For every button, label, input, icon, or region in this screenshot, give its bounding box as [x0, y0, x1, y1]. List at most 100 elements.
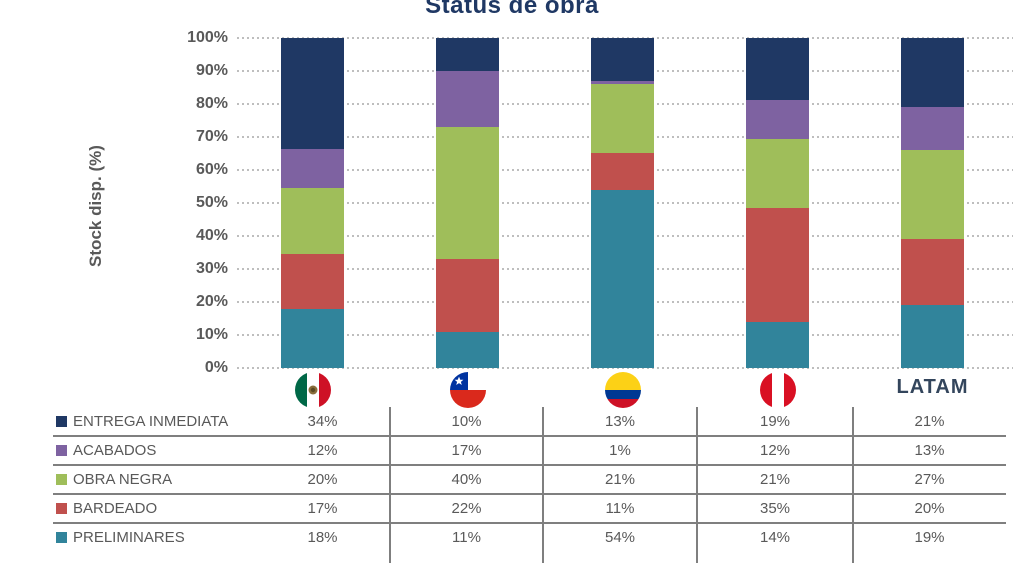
bar-segment — [746, 139, 809, 208]
stacked-bar — [901, 38, 964, 368]
bar-segment — [901, 239, 964, 306]
bar-segment — [281, 149, 344, 189]
value-cell: 34% — [307, 413, 338, 430]
y-tick-label: 50% — [195, 194, 228, 211]
value-cell: 35% — [759, 500, 791, 517]
value-cell: 21% — [914, 413, 945, 430]
value-cell: 1% — [609, 442, 631, 459]
value-cell: 12% — [307, 442, 338, 459]
value-cell: 14% — [759, 529, 791, 546]
chile-flag-icon — [449, 372, 486, 408]
legend-label-cell: PRELIMINARES — [53, 529, 255, 546]
value-cell: 11% — [452, 529, 481, 546]
mexico-flag-icon — [294, 372, 331, 408]
legend-swatch-icon — [56, 416, 67, 427]
x-axis-label-latam: LATAM — [896, 376, 969, 398]
y-tick-label: 80% — [195, 95, 228, 112]
value-cell: 20% — [307, 471, 338, 488]
table-column-divider — [542, 407, 544, 563]
y-tick-label: 40% — [195, 227, 228, 244]
value-cell: 22% — [451, 500, 482, 517]
y-axis-ticks: 100% 90% 80% 70% 60% 50% 40% 30% 20% 10% 0% — [148, 0, 228, 578]
y-tick-label: 30% — [195, 260, 228, 277]
chart-title: Status de obra — [425, 0, 599, 19]
bar-segment — [436, 38, 499, 71]
value-cell: 17% — [307, 500, 338, 517]
stacked-bar — [436, 38, 499, 368]
legend-swatch-icon — [56, 445, 67, 456]
value-cell: 54% — [604, 529, 636, 546]
series-name: ENTREGA INMEDIATA — [73, 413, 229, 430]
table-row-divider — [53, 522, 1006, 524]
legend-swatch-icon — [56, 503, 67, 514]
bar-segment — [436, 71, 499, 128]
series-name: BARDEADO — [73, 500, 158, 517]
legend-swatch-icon — [56, 474, 67, 485]
bar-segment — [746, 207, 809, 323]
value-cell: 13% — [604, 413, 636, 430]
y-tick-label: 70% — [195, 128, 228, 145]
colombia-flag-icon — [604, 372, 641, 408]
table-row-divider — [53, 435, 1006, 437]
bar-segment — [281, 188, 344, 254]
y-tick-label: 10% — [195, 326, 228, 343]
data-table: ENTREGA INMEDIATA 34% 10% 13% 19% 21% ACABADOS… — [53, 407, 1006, 563]
bar-segment — [746, 322, 809, 368]
bar-segment — [901, 38, 964, 108]
y-tick-label: 90% — [195, 62, 228, 79]
legend-label-cell: ACABADOS — [53, 442, 255, 459]
value-cell: 21% — [759, 471, 791, 488]
value-cell: 11% — [605, 500, 635, 517]
bar-segment — [591, 80, 654, 85]
value-cell: 20% — [914, 500, 945, 517]
table-row: PRELIMINARES 18% 11% 54% 14% 19% — [53, 523, 1006, 552]
bar-segment — [436, 127, 499, 260]
stacked-bar — [591, 38, 654, 368]
bar-segment — [746, 100, 809, 140]
value-cell: 18% — [307, 529, 338, 546]
legend-label-cell: OBRA NEGRA — [53, 471, 255, 488]
table-column-divider — [389, 407, 391, 563]
table-column-divider — [852, 407, 854, 563]
legend-label-cell: BARDEADO — [53, 500, 255, 517]
value-cell: 40% — [451, 471, 482, 488]
y-tick-label: 20% — [195, 293, 228, 310]
value-cell: 21% — [604, 471, 636, 488]
y-axis-title: Stock disp. (%) — [86, 145, 105, 267]
series-name: OBRA NEGRA — [73, 471, 173, 488]
value-cell: 12% — [759, 442, 791, 459]
value-cell: 17% — [451, 442, 482, 459]
gridline — [237, 367, 1013, 369]
table-row: BARDEADO 17% 22% 11% 35% 20% — [53, 494, 1006, 523]
legend-swatch-icon — [56, 532, 67, 543]
bar-segment — [901, 107, 964, 151]
bar-segment — [591, 153, 654, 190]
bar-segment — [281, 309, 344, 368]
value-cell: 19% — [759, 413, 791, 430]
series-name: PRELIMINARES — [73, 529, 185, 546]
peru-flag-icon — [759, 372, 796, 408]
bar-segment — [436, 331, 499, 368]
value-cell: 13% — [914, 442, 945, 459]
legend-label-cell: ENTREGA INMEDIATA — [53, 413, 255, 430]
y-tick-label: 0% — [204, 359, 228, 376]
bar-segment — [901, 150, 964, 240]
bar-segment — [591, 189, 654, 368]
value-cell: 19% — [914, 529, 945, 546]
value-cell: 10% — [451, 413, 482, 430]
bar-segment — [436, 259, 499, 332]
y-tick-label: 60% — [195, 161, 228, 178]
bar-segment — [281, 38, 344, 150]
table-row-divider — [53, 464, 1006, 466]
table-row: OBRA NEGRA 20% 40% 21% 21% 27% — [53, 465, 1006, 494]
table-column-divider — [696, 407, 698, 563]
table-row: ACABADOS 12% 17% 1% 12% 13% — [53, 436, 1006, 465]
stacked-bar — [281, 38, 344, 368]
y-tick-label: 100% — [187, 29, 228, 46]
bar-segment — [901, 305, 964, 368]
plot-area — [237, 37, 1013, 369]
stacked-bar — [746, 38, 809, 368]
table-row-divider — [53, 493, 1006, 495]
bar-segment — [746, 38, 809, 101]
